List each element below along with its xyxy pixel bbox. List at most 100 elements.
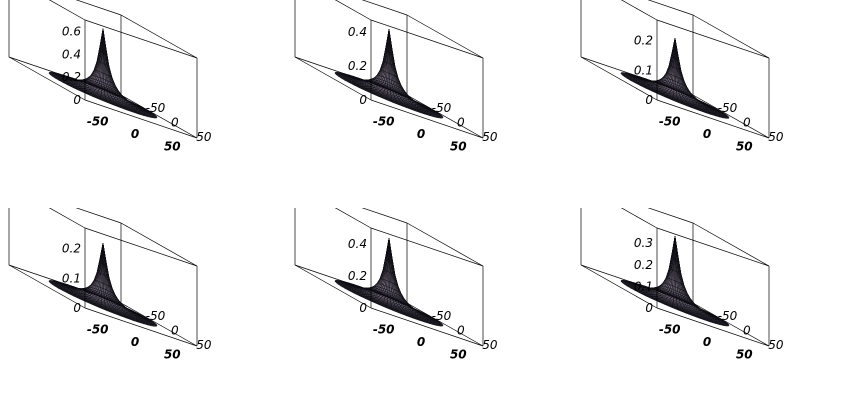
box-edge [120,302,198,347]
box-front-edges [656,14,770,139]
x-tick-label: -50 [659,114,681,128]
x-tick-label: 0 [131,335,139,349]
box-edge [8,264,86,309]
x-tick-label: -50 [87,322,109,336]
box-edge [692,14,770,59]
box-edge [120,94,198,139]
x-tick-label: -50 [373,322,395,336]
y-tick-label: 0 [171,116,179,130]
y-tick-label: 50 [768,130,784,144]
surface-mesh [334,29,444,119]
box-edge [120,14,198,59]
surface-plot-5: -50 0 50 50 0 -50 0 0.2 0.4 [286,208,572,416]
surface-cell [391,298,400,303]
x-tick-label: 0 [417,127,425,141]
box-edge [656,19,770,59]
box-edge [75,208,122,224]
box-front-edges [84,14,198,139]
surface-plot-4: -50 0 50 50 0 -50 0 0.1 0.2 [0,208,286,416]
box-edge [656,99,770,139]
z-tick-label: 0.4 [348,25,367,39]
surface-plot-6: -50 0 50 50 0 -50 0 0.1 0.2 0.3 [572,208,858,416]
box-edge [84,99,198,139]
y-tick-label: -50 [146,101,166,115]
surface-plot-2: -50 0 50 50 0 -50 0 0.2 0.4 [286,0,572,208]
z-tick-label: 0.1 [634,63,653,77]
box-edge [370,19,484,59]
x-tick-label: 50 [450,348,467,362]
x-tick-label: 50 [736,140,753,154]
surface-cell [102,28,104,48]
box-edge [294,56,372,101]
box-edge [647,208,694,224]
z-tick-label: 0.2 [62,242,81,256]
box-edge [620,0,658,21]
box-edge [361,208,408,224]
box-edge [370,307,484,347]
surface-mesh [620,37,730,119]
box-edge [406,94,484,139]
surface-mesh [334,238,444,327]
surface-cell [388,238,390,257]
z-tick-label: 0.1 [62,271,81,285]
box-edge [334,0,372,21]
z-tick-label: 0 [645,93,653,107]
z-tick-label: 0 [359,301,367,315]
surface-cell [677,90,686,95]
x-tick-label: 50 [164,348,181,362]
box-edge [84,227,198,267]
z-tick-label: 0 [73,93,81,107]
box-edge [48,0,86,21]
surface-plot-svg: -50 0 50 50 0 -50 0 0.1 0.2 [580,0,784,154]
surface-cell [388,29,390,48]
z-tick-label: 0.6 [62,24,81,38]
box-front-edges [370,222,484,347]
box-edge [580,56,658,101]
surface-cell [391,90,400,94]
y-tick-label: 50 [196,338,212,352]
surface-cell [674,37,676,55]
box-edge [120,222,198,267]
box-edge [84,307,198,347]
box-edge [370,99,484,139]
y-tick-label: 0 [743,116,751,130]
z-tick-label: 0.4 [62,47,81,61]
surface-cell [102,243,104,261]
z-tick-label: 0.2 [62,70,81,84]
box-edge [8,56,86,101]
y-tick-label: -50 [718,101,738,115]
x-tick-label: 50 [164,140,181,154]
x-tick-label: 50 [450,140,467,154]
y-tick-label: -50 [432,101,452,115]
surface-mesh [620,236,730,327]
box-edge [294,264,372,309]
box-edge [334,208,372,229]
surface-mesh [48,28,158,119]
z-tick-label: 0.2 [348,59,367,73]
box-front-edges [370,14,484,139]
y-tick-label: 0 [457,116,465,130]
box-edge [647,0,694,16]
z-tick-label: 0.4 [348,237,367,251]
z-tick-label: 0.2 [348,269,367,283]
y-tick-label: 0 [457,324,465,338]
x-tick-label: 0 [703,127,711,141]
box-edge [406,302,484,347]
z-tick-label: 0.2 [634,34,653,48]
surface-cell [105,298,114,303]
surface-plot-1: -50 0 50 50 0 -50 0 0.2 0.4 0.6 [0,0,286,208]
x-tick-label: -50 [373,114,395,128]
box-front-edges [84,222,198,347]
box-edge [406,14,484,59]
box-edge [692,94,770,139]
box-edge [406,222,484,267]
x-tick-label: 0 [131,127,139,141]
z-tick-label: 0 [359,93,367,107]
y-tick-label: 0 [171,324,179,338]
